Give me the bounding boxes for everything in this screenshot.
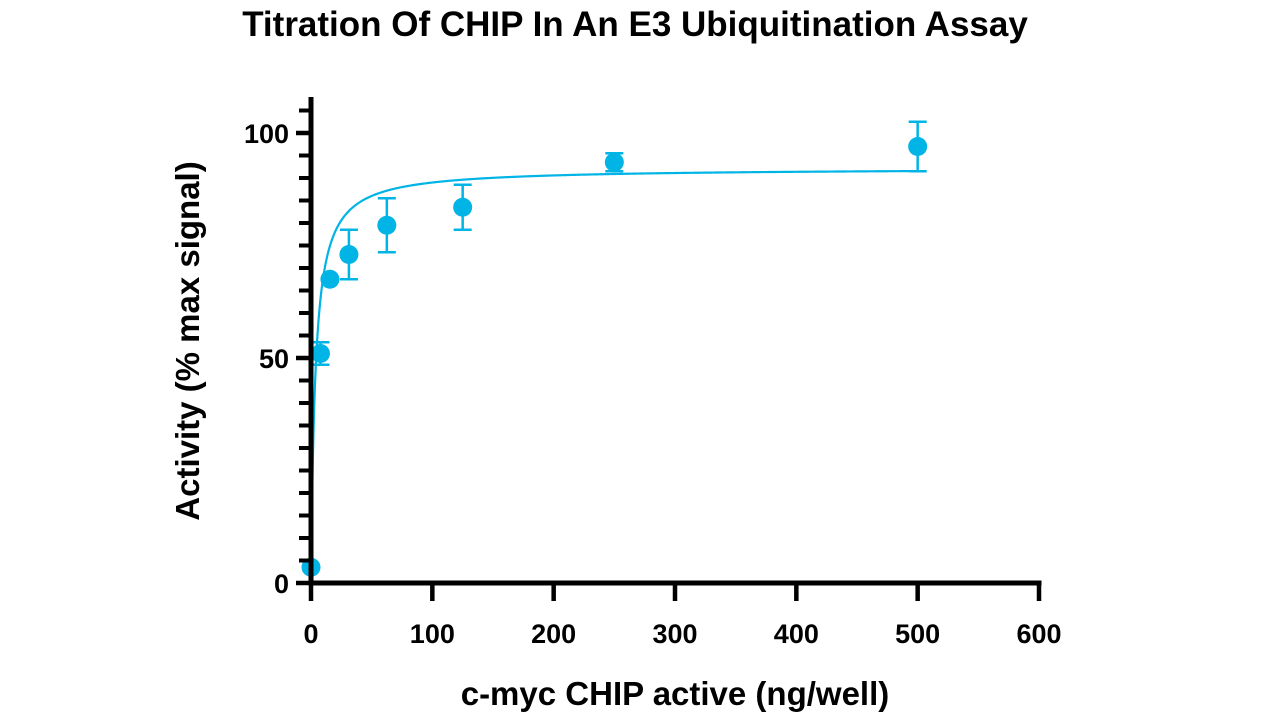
y-tick-label: 50 — [259, 344, 289, 374]
chart-title: Titration Of CHIP In An E3 Ubiquitinatio… — [242, 5, 1028, 44]
data-point — [339, 245, 359, 264]
tick-labels: 0 50 100 0 100 200 300 400 500 600 — [244, 119, 1062, 649]
data-point-layer — [301, 137, 928, 577]
data-point — [310, 344, 330, 363]
x-tick-label: 300 — [652, 619, 697, 649]
fit-curve — [309, 169, 918, 583]
x-tick-label: 200 — [531, 619, 576, 649]
x-tick-label: 500 — [895, 619, 940, 649]
fit-curve-layer — [309, 169, 918, 583]
y-axis-label: Activity (% max signal) — [169, 161, 206, 520]
data-point — [320, 269, 340, 289]
data-point — [453, 197, 473, 217]
x-tick-label: 0 — [303, 619, 318, 649]
x-tick-label: 600 — [1016, 619, 1061, 649]
y-tick-label: 0 — [274, 569, 289, 599]
x-tick-label: 100 — [410, 619, 455, 649]
x-axis-label: c-myc CHIP active (ng/well) — [461, 675, 890, 712]
x-tick-label: 400 — [774, 619, 819, 649]
data-point — [377, 215, 397, 235]
y-tick-label: 100 — [244, 119, 289, 149]
axes — [296, 97, 1042, 601]
data-point — [908, 137, 928, 156]
data-point — [604, 152, 624, 172]
